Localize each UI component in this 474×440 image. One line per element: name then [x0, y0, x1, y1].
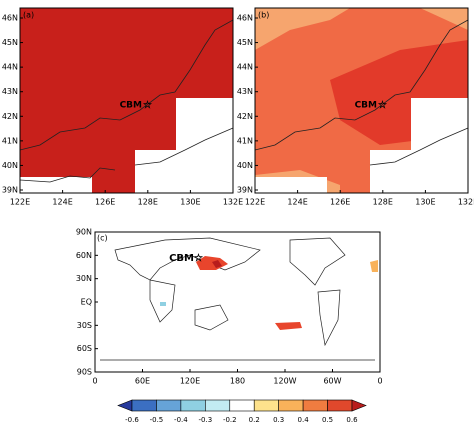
lon-tick-label: 130E — [180, 198, 200, 207]
colorbar-tick-label: -0.3 — [198, 416, 212, 424]
lat-tick-label: 46N — [237, 14, 253, 23]
station-label: CBM — [355, 101, 377, 111]
lat-tick-label: 30N — [76, 274, 92, 283]
lat-tick-label: 39N — [2, 186, 18, 195]
lat-tick-label: 44N — [237, 63, 253, 72]
colorbar-box — [278, 399, 304, 412]
lat-tick-label: 30S — [77, 321, 92, 330]
lon-tick-label: 128E — [138, 198, 158, 207]
colorbar: -0.6 -0.5 -0.4 -0.3 -0.2 0.2 0.3 0.4 0.5 0.6 — [117, 399, 367, 424]
lon-tick-label: 126E — [95, 198, 115, 207]
colorbar-box — [180, 399, 206, 412]
colorbar-tick-label: -0.4 — [174, 416, 188, 424]
lat-tick-label: 41N — [237, 136, 253, 145]
station-label: CBM — [169, 253, 194, 264]
colorbar-tick-label: 0.3 — [273, 416, 284, 424]
lat-tick-label: 46N — [2, 14, 18, 23]
lat-tick-label: 42N — [237, 112, 253, 121]
colorbar-tick-label: -0.5 — [150, 416, 164, 424]
lat-tick-label: 40N — [237, 161, 253, 170]
lon-tick-label: 180 — [230, 377, 245, 386]
lat-tick-label: EQ — [81, 298, 92, 307]
lon-tick-label: 124E — [287, 198, 307, 207]
panel-label: (b) — [258, 11, 269, 20]
lat-tick-label: 42N — [2, 112, 18, 121]
colorbar-end — [351, 399, 367, 412]
lat-tick-label: 41N — [2, 136, 18, 145]
colorbar-box — [229, 399, 255, 412]
station-star: ☆ — [143, 100, 152, 111]
colorbar-tick-label: 0.5 — [322, 416, 333, 424]
colorbar-box — [302, 399, 328, 412]
station-star: ☆ — [194, 253, 203, 264]
colorbar-tick-label: 0.4 — [298, 416, 310, 424]
panel-a-map — [19, 7, 234, 194]
lon-tick-label: 122E — [245, 198, 265, 207]
lon-tick-label: 122E — [10, 198, 30, 207]
colorbar-end — [117, 399, 133, 412]
lon-tick-label: 132E — [458, 198, 474, 207]
lon-tick-label: 128E — [373, 198, 393, 207]
lat-tick-label: 45N — [2, 38, 18, 47]
lat-tick-label: 90S — [77, 368, 92, 377]
station-label: CBM — [120, 101, 142, 111]
lon-tick-label: 60W — [323, 377, 341, 386]
colorbar-box — [156, 399, 182, 412]
lon-tick-label: 124E — [52, 198, 72, 207]
lon-tick-label: 130E — [415, 198, 435, 207]
lat-tick-label: 44N — [2, 63, 18, 72]
panel-label: (a) — [23, 11, 34, 20]
lon-tick-label: 132E — [223, 198, 243, 207]
colorbar-tick-label: -0.6 — [125, 416, 139, 424]
lat-tick-label: 39N — [237, 186, 253, 195]
colorbar-tick-label: 0.6 — [346, 416, 358, 424]
lat-tick-label: 43N — [2, 87, 18, 96]
lat-tick-label: 60S — [77, 344, 92, 353]
lon-tick-label: 0 — [92, 377, 97, 386]
lat-tick-label: 90N — [76, 228, 92, 237]
colorbar-box — [205, 399, 231, 412]
lon-tick-label: 120W — [273, 377, 296, 386]
lat-tick-label: 45N — [237, 38, 253, 47]
lat-tick-label: 43N — [237, 87, 253, 96]
panel-c-map — [94, 231, 381, 373]
lat-tick-label: 40N — [2, 161, 18, 170]
panel-label: (c) — [97, 234, 108, 243]
lon-tick-label: 126E — [330, 198, 350, 207]
lon-tick-label: 120E — [180, 377, 200, 386]
colorbar-box — [327, 399, 353, 412]
lon-tick-label: 0 — [377, 377, 382, 386]
colorbar-box — [253, 399, 279, 412]
lon-tick-label: 60E — [135, 377, 150, 386]
colorbar-tick-label: -0.2 — [223, 416, 237, 424]
colorbar-tick-label: 0.2 — [249, 416, 260, 424]
panel-b-map — [254, 7, 469, 194]
lat-tick-label: 60N — [76, 251, 92, 260]
station-star: ☆ — [378, 100, 387, 111]
colorbar-box — [131, 399, 157, 412]
